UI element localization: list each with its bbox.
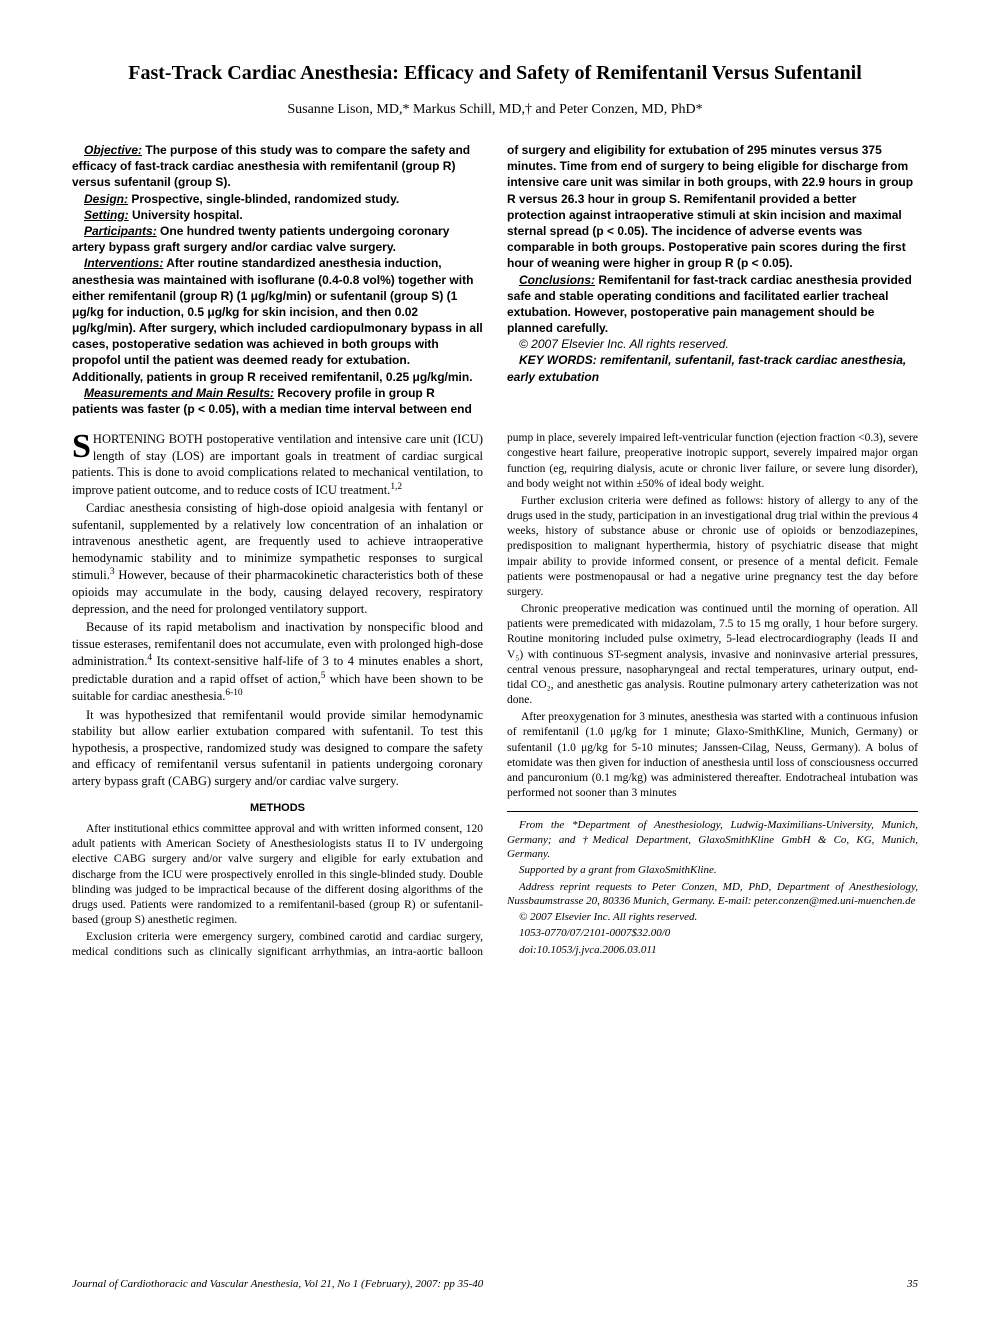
body-paragraph: Because of its rapid metabolism and inac… (72, 619, 483, 705)
abstract-label: Measurements and Main Results: (84, 386, 274, 400)
methods-paragraph: After preoxygenation for 3 minutes, anes… (507, 710, 918, 801)
author-line: Susanne Lison, MD,* Markus Schill, MD,† … (72, 102, 918, 118)
methods-paragraph: Chronic preoperative medication was cont… (507, 602, 918, 708)
dropcap: S (72, 431, 93, 461)
citation-ref: 6-10 (225, 688, 242, 698)
affil-copyright: © 2007 Elsevier Inc. All rights reserved… (507, 910, 918, 924)
body-paragraph: It was hypothesized that remifentanil wo… (72, 707, 483, 790)
journal-citation: Journal of Cardiothoracic and Vascular A… (72, 1278, 483, 1290)
abstract-label: Objective: (84, 143, 142, 157)
abstract-text: After routine standardized anesthesia in… (72, 256, 483, 383)
abstract-copyright: © 2007 Elsevier Inc. All rights reserved… (507, 336, 918, 352)
abstract-label: Setting: (84, 208, 129, 222)
affil-reprint: Address reprint requests to Peter Conzen… (507, 880, 918, 909)
page-number: 35 (907, 1278, 918, 1290)
keywords: KEY WORDS: remifentanil, sufentanil, fas… (507, 352, 918, 384)
affiliation-block: From the *Department of Anesthesiology, … (507, 818, 918, 957)
body-paragraph: SHORTENING BOTH postoperative ventilatio… (72, 431, 483, 498)
article-title: Fast-Track Cardiac Anesthesia: Efficacy … (72, 60, 918, 86)
methods-paragraph: Further exclusion criteria were defined … (507, 494, 918, 600)
body-columns: SHORTENING BOTH postoperative ventilatio… (72, 431, 918, 960)
abstract-label: Participants: (84, 224, 157, 238)
page-footer: Journal of Cardiothoracic and Vascular A… (72, 1278, 918, 1290)
methods-paragraph: After institutional ethics committee app… (72, 822, 483, 928)
abstract-label: Interventions: (84, 256, 163, 270)
abstract-label: Design: (84, 192, 128, 206)
abstract-label: Conclusions: (519, 273, 595, 287)
affil-from: From the *Department of Anesthesiology, … (507, 818, 918, 861)
abstract-block: Objective: The purpose of this study was… (72, 142, 918, 417)
affil-support: Supported by a grant from GlaxoSmithKlin… (507, 863, 918, 877)
methods-heading: METHODS (72, 801, 483, 816)
citation-ref: 1,2 (390, 482, 402, 492)
abstract-text: University hospital. (132, 208, 243, 222)
body-text: HORTENING BOTH postoperative ventilation… (72, 432, 483, 497)
abstract-text: Prospective, single-blinded, randomized … (131, 192, 399, 206)
body-text: However, because of their pharmacokineti… (72, 569, 483, 616)
body-paragraph: Cardiac anesthesia consisting of high-do… (72, 500, 483, 617)
affil-issn: 1053-0770/07/2101-0007$32.00/0 (507, 926, 918, 940)
affil-divider (507, 811, 918, 812)
affil-doi: doi:10.1053/j.jvca.2006.03.011 (507, 943, 918, 957)
